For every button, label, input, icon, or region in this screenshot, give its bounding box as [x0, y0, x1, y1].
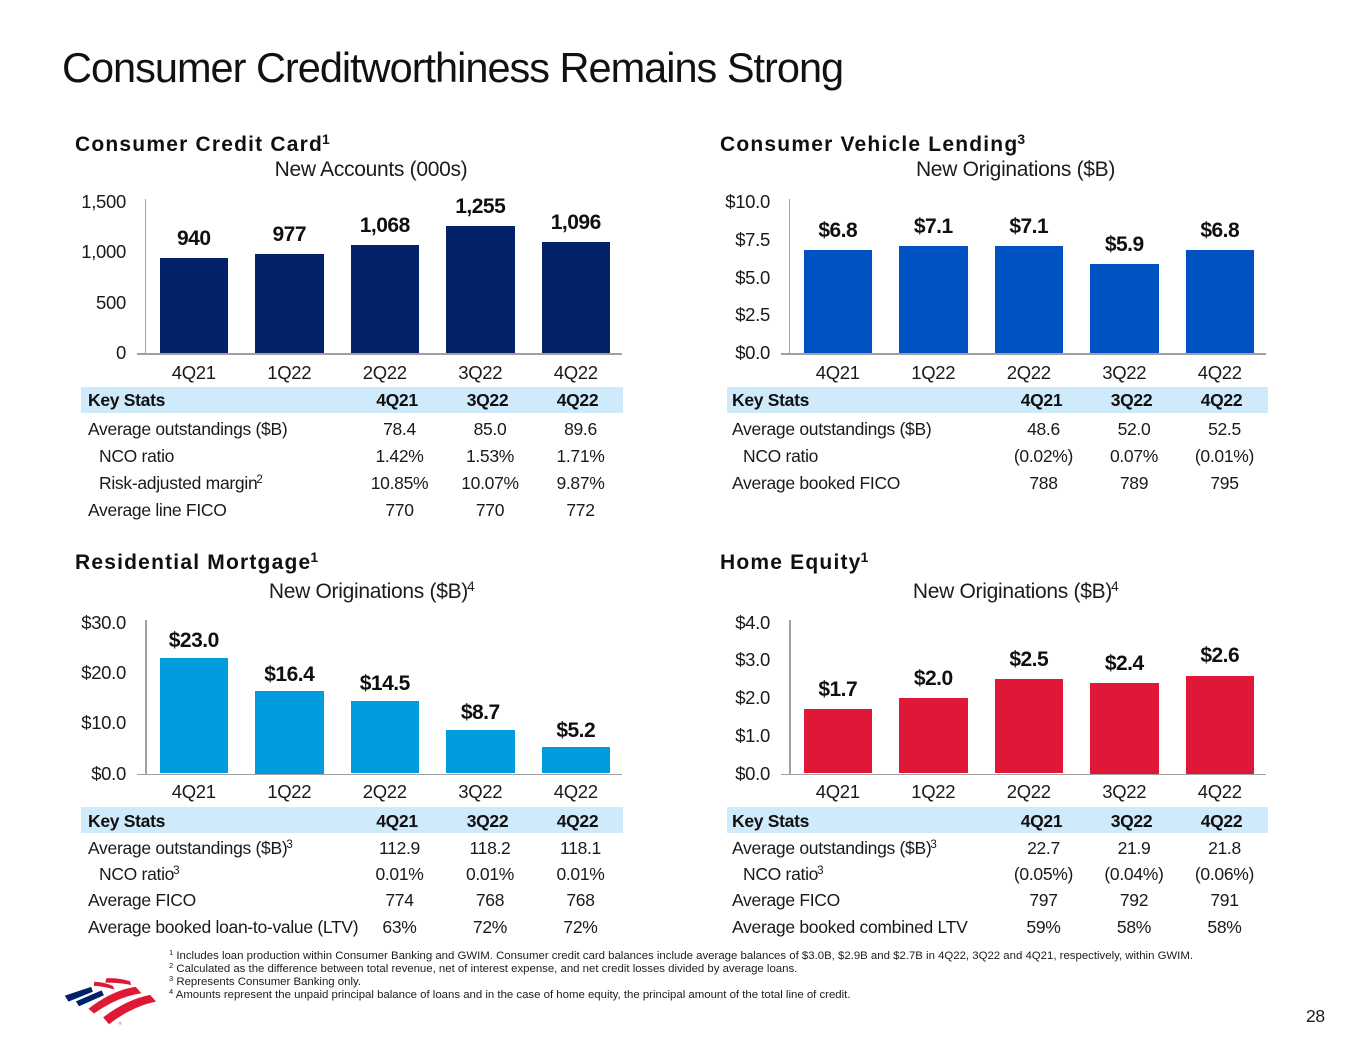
svg-text:®: ® — [119, 1020, 123, 1026]
